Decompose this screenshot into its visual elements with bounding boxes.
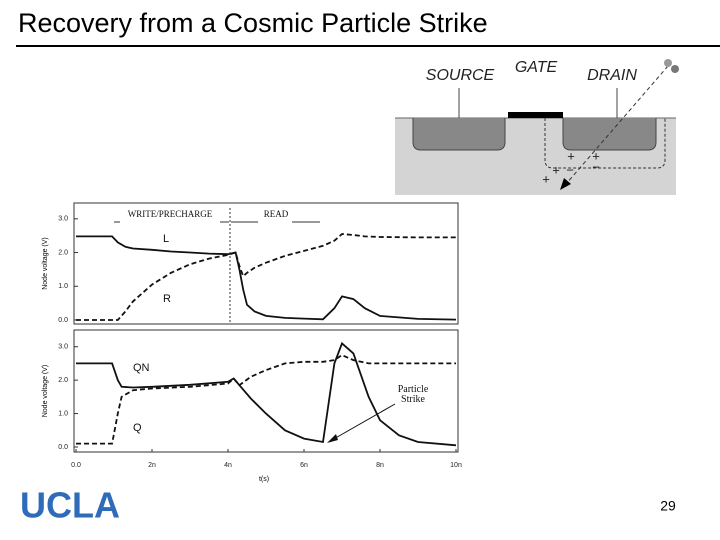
- y-tick-label: 0.0: [58, 317, 68, 324]
- y-tick-label: 3.0: [58, 216, 68, 223]
- x-tick-label: 10n: [450, 462, 462, 469]
- plot-frame: [73, 202, 459, 325]
- phase-label: READ: [264, 209, 289, 219]
- y-tick-label: 0.0: [58, 444, 68, 451]
- drain-label: DRAIN: [587, 67, 637, 84]
- logo: UCLA: [20, 485, 120, 526]
- particle-path: [565, 65, 669, 185]
- gate-bar: [508, 112, 563, 118]
- y-axis-label: Node voltage (V): [42, 237, 49, 290]
- charge: −: [592, 159, 600, 174]
- transistor-diagram: SOURCE GATE DRAIN: [395, 59, 679, 195]
- charge: +: [552, 162, 560, 177]
- series-line: [76, 354, 456, 445]
- y-tick-label: 1.0: [58, 410, 68, 417]
- strike-annotation: Particle Strike: [397, 384, 429, 405]
- particle: [664, 59, 672, 67]
- series-line: [76, 341, 457, 447]
- series-label: Q: [133, 422, 142, 434]
- y-tick-label: 2.0: [58, 249, 68, 256]
- charge: +: [542, 171, 550, 186]
- source-label: SOURCE: [426, 67, 495, 84]
- strike-arrowhead: [327, 434, 338, 443]
- series-line: [76, 235, 457, 321]
- particle-arrowhead: [560, 178, 571, 190]
- y-tick-label: 2.0: [58, 377, 68, 384]
- y-axis-label: Node voltage (V): [42, 365, 49, 418]
- y-tick-label: 1.0: [58, 283, 68, 290]
- x-tick-label: 2n: [148, 462, 156, 469]
- x-axis-label: t(s): [259, 476, 269, 483]
- charge: +: [592, 148, 600, 163]
- particle: [671, 65, 679, 73]
- phase-label: WRITE/PRECHARGE: [128, 209, 213, 219]
- page-number: 29: [660, 498, 676, 514]
- gate-label: GATE: [515, 59, 558, 76]
- series-label: L: [163, 233, 169, 245]
- charge: +: [567, 148, 575, 163]
- drain-well: [562, 118, 657, 151]
- series-line: [76, 233, 456, 321]
- x-tick-label: 8n: [376, 462, 384, 469]
- y-tick-label: 3.0: [58, 344, 68, 351]
- series-label: R: [163, 293, 171, 305]
- x-tick-label: 6n: [300, 462, 308, 469]
- series-label: QN: [133, 362, 150, 374]
- strike-arrow: [331, 403, 396, 441]
- charge: −: [566, 162, 574, 177]
- depletion: [544, 118, 666, 169]
- plot-frame: [73, 329, 459, 453]
- x-tick-label: 0.0: [71, 462, 81, 469]
- slide-title: Recovery from a Cosmic Particle Strike: [18, 8, 488, 38]
- x-tick-label: 4n: [224, 462, 232, 469]
- source-well: [412, 118, 506, 151]
